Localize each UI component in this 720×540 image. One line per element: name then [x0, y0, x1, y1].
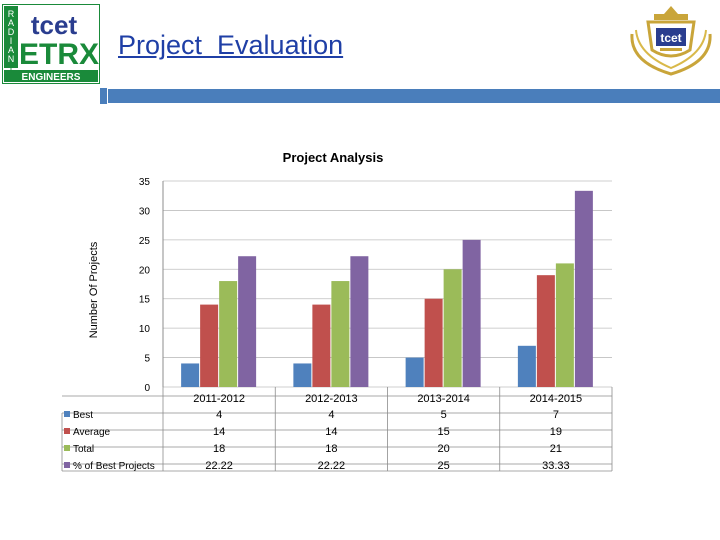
legend-swatch-average [64, 428, 70, 434]
data-table-value: 7 [553, 409, 559, 421]
x-category-label: 2014-2015 [530, 393, 583, 405]
svg-text:tcet: tcet [660, 31, 681, 45]
svg-text:D: D [8, 27, 15, 37]
bar-average [200, 304, 219, 387]
svg-text:R: R [8, 9, 15, 19]
data-table-value: 20 [438, 443, 450, 455]
data-table-value: 22.22 [318, 460, 346, 472]
slide-title: Project Evaluation [118, 30, 344, 60]
legend-label: Average [73, 427, 111, 438]
svg-text:I: I [10, 36, 13, 46]
data-table-value: 15 [438, 426, 450, 438]
svg-text:ENGINEERS: ENGINEERS [22, 72, 81, 83]
x-category-label: 2012-2013 [305, 393, 358, 405]
svg-text:T: T [8, 63, 14, 73]
legend-swatch-best [64, 411, 70, 417]
x-category-label: 2013-2014 [417, 393, 470, 405]
y-tick-label: 10 [139, 324, 151, 335]
bar-best [405, 357, 424, 387]
svg-text:ETRX: ETRX [19, 38, 99, 71]
y-axis-label: Number Of Projects [88, 241, 100, 338]
data-table-value: 25 [438, 460, 450, 472]
bar-pct [574, 190, 593, 387]
data-table-value: 4 [216, 409, 222, 421]
bar-average [536, 275, 555, 387]
bar-average [312, 304, 331, 387]
data-table-value: 18 [325, 443, 337, 455]
bar-total [219, 281, 238, 387]
y-tick-label: 0 [144, 383, 150, 394]
data-table-value: 14 [325, 426, 337, 438]
y-tick-label: 25 [139, 236, 151, 247]
bar-best [517, 345, 536, 387]
legend-label: % of Best Projects [73, 461, 155, 472]
legend-swatch-total [64, 445, 70, 451]
bar-pct [462, 239, 481, 387]
legend-label: Total [73, 444, 94, 455]
bar-average [424, 298, 443, 387]
data-table-value: 5 [441, 409, 447, 421]
data-table-value: 19 [550, 426, 562, 438]
data-table-value: 4 [328, 409, 334, 421]
x-category-label: 2011-2012 [193, 393, 245, 405]
bar-total [555, 263, 574, 387]
bar-best [181, 363, 200, 387]
y-tick-label: 35 [139, 177, 151, 188]
data-table-value: 21 [550, 443, 562, 455]
bar-pct [238, 256, 257, 387]
data-table-value: 33.33 [542, 460, 570, 472]
legend-swatch-pct [64, 462, 70, 468]
svg-text:tcet: tcet [31, 10, 78, 40]
band-square [100, 88, 107, 104]
y-tick-label: 20 [139, 265, 151, 276]
chart-title: Project Analysis [283, 150, 384, 165]
svg-text:A: A [8, 18, 14, 28]
y-tick-label: 5 [144, 354, 150, 365]
svg-text:N: N [8, 54, 15, 64]
legend-label: Best [73, 410, 93, 421]
bar-best [293, 363, 312, 387]
y-tick-label: 15 [139, 295, 151, 306]
tcet-crest-logo: tcet [630, 6, 712, 76]
bar-total [331, 281, 350, 387]
tcet-etrx-logo: R A D I A N T tcet ETRX ENGINEERS [2, 4, 100, 84]
bar-pct [350, 256, 369, 387]
bar-total [443, 269, 462, 387]
svg-text:A: A [8, 45, 14, 55]
data-table-value: 22.22 [205, 460, 233, 472]
data-table-value: 14 [213, 426, 225, 438]
y-tick-label: 30 [139, 206, 151, 217]
data-table-value: 18 [213, 443, 225, 455]
header-band [108, 89, 720, 103]
